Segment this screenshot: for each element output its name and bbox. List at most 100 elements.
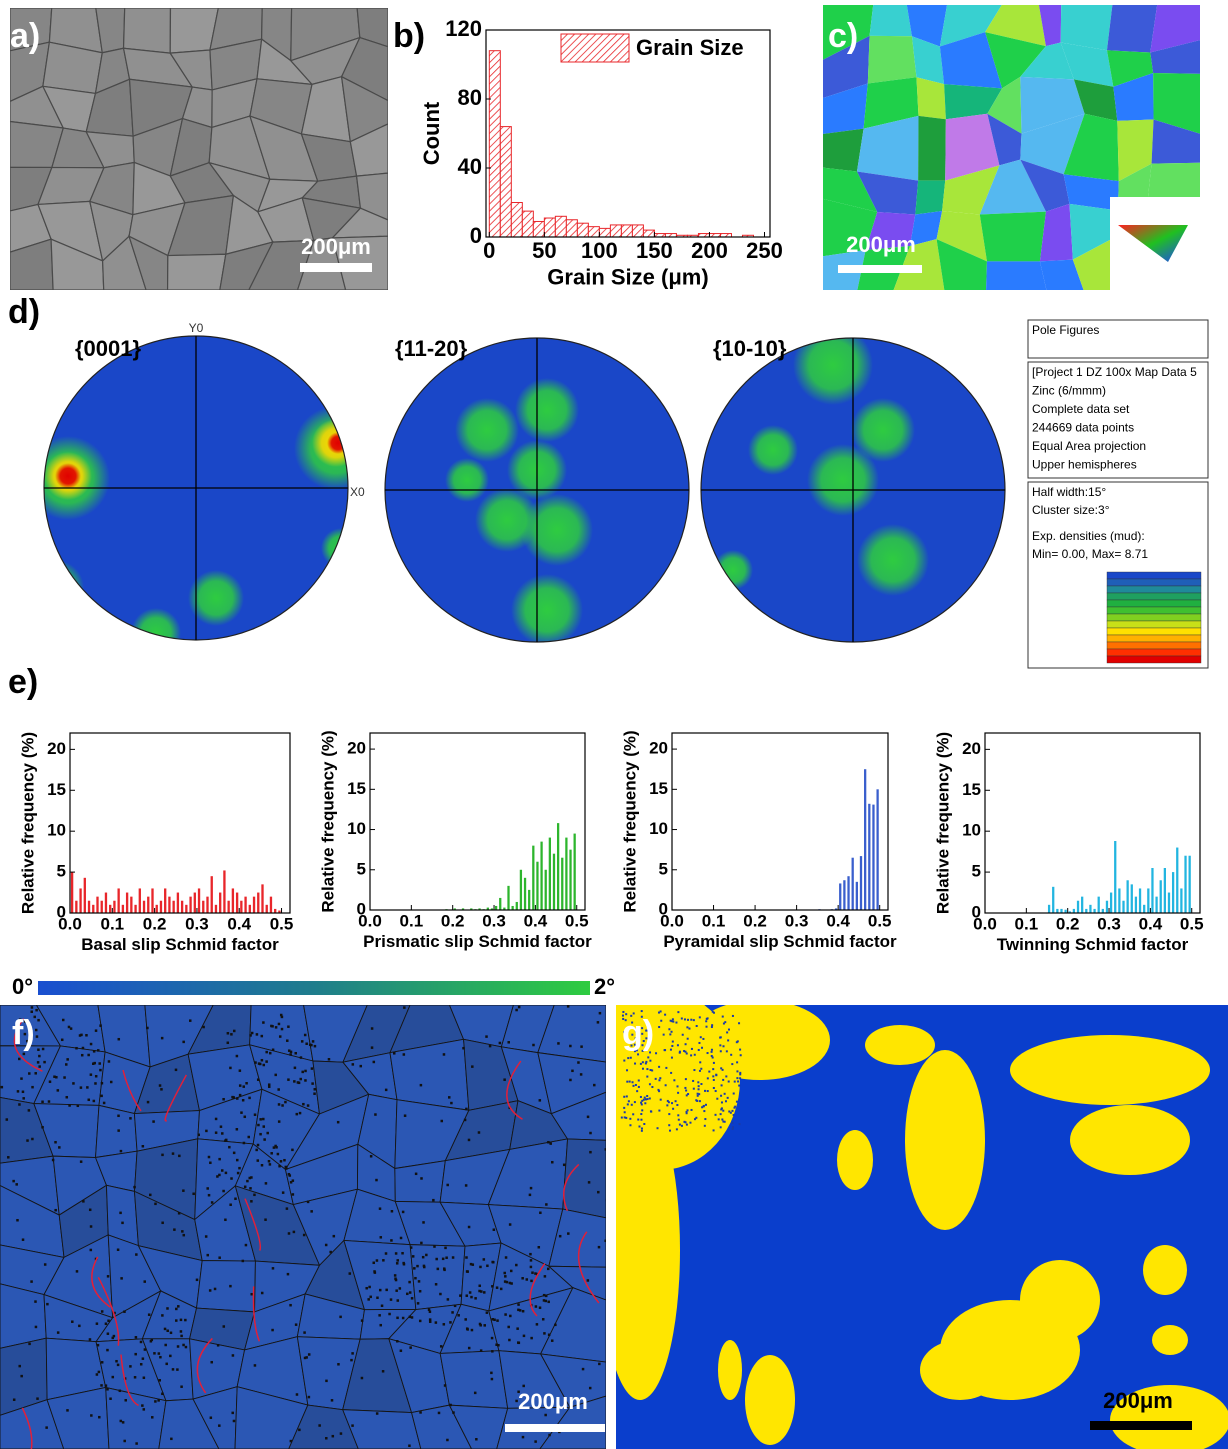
dot <box>88 1099 91 1102</box>
dot <box>720 1126 722 1128</box>
dot <box>263 1138 266 1141</box>
dot <box>272 1267 275 1270</box>
dot <box>699 1061 701 1063</box>
dot <box>229 1285 232 1288</box>
dot <box>373 1262 376 1265</box>
x-axis-label: Twinning Schmid factor <box>997 935 1189 954</box>
dot <box>388 1313 391 1316</box>
dot <box>665 1067 667 1069</box>
dot <box>733 1093 735 1095</box>
dot <box>239 1084 242 1087</box>
dot <box>80 1086 83 1089</box>
dot <box>43 1061 46 1064</box>
legend-text: Cluster size:3° <box>1032 503 1110 517</box>
dot <box>302 1103 305 1106</box>
dot <box>731 1063 733 1065</box>
dot <box>649 1083 651 1085</box>
dot <box>269 1163 272 1166</box>
dot <box>713 1129 715 1131</box>
bar <box>253 897 255 913</box>
dot <box>707 1017 709 1019</box>
dot <box>287 1078 290 1081</box>
dot <box>382 1370 385 1373</box>
dot <box>597 1191 600 1194</box>
pole-figure-title: {0001} <box>75 336 142 361</box>
dot <box>722 1016 724 1018</box>
dot <box>287 1025 290 1028</box>
dot <box>420 1242 423 1245</box>
dot <box>221 1132 224 1135</box>
dot <box>470 1263 473 1266</box>
dot <box>668 1124 670 1126</box>
dot <box>657 1127 659 1129</box>
dot <box>381 1305 384 1308</box>
dot <box>295 1323 298 1326</box>
legend-swatch <box>561 34 629 62</box>
dot <box>707 1090 709 1092</box>
dot <box>549 1142 552 1145</box>
dot <box>318 1424 321 1427</box>
dot <box>99 1024 102 1027</box>
dot <box>689 1122 691 1124</box>
dot <box>452 1411 455 1414</box>
dot <box>103 1102 106 1105</box>
dot <box>444 1384 447 1387</box>
dot <box>719 1037 721 1039</box>
dot <box>31 1138 34 1141</box>
dot <box>736 1077 738 1079</box>
dot <box>110 1081 113 1084</box>
dot <box>671 1057 673 1059</box>
x-tick-label: 0.0 <box>58 914 82 933</box>
dot <box>685 1078 687 1080</box>
grain <box>124 8 171 53</box>
dot <box>118 1038 121 1041</box>
dot <box>479 1324 482 1327</box>
dot <box>725 1100 727 1102</box>
dot <box>93 1062 96 1065</box>
dot <box>731 1122 733 1124</box>
phase-map <box>580 990 1228 1449</box>
dot <box>720 1050 722 1052</box>
y-tick-label: 20 <box>962 739 981 758</box>
dot <box>679 1124 681 1126</box>
dot <box>209 1289 212 1292</box>
dot <box>638 1079 640 1081</box>
dot <box>503 1272 506 1275</box>
bar <box>1160 880 1162 913</box>
bar <box>1172 872 1174 913</box>
dot <box>441 1120 444 1123</box>
dot <box>106 1349 109 1352</box>
dot <box>587 1279 590 1282</box>
dot <box>491 1378 494 1381</box>
bar <box>1127 880 1129 913</box>
dot <box>478 1290 481 1293</box>
dot <box>15 1183 17 1186</box>
dot <box>385 1252 388 1255</box>
y-tick-label: 20 <box>649 739 668 758</box>
x-tick-label: 150 <box>636 238 673 263</box>
dot <box>182 1189 185 1192</box>
dot <box>429 1318 432 1321</box>
dot <box>205 1130 208 1133</box>
dot <box>668 1028 670 1030</box>
dot <box>446 1184 449 1187</box>
dot <box>491 1261 494 1264</box>
dot <box>681 1125 683 1127</box>
dot <box>408 1444 411 1447</box>
dot <box>281 1104 284 1107</box>
dot <box>459 1294 462 1297</box>
dot <box>278 1103 281 1106</box>
dot <box>236 1055 239 1058</box>
dot <box>100 1095 103 1098</box>
dot <box>284 1101 287 1104</box>
dot <box>670 1049 672 1051</box>
dot <box>218 1158 221 1161</box>
bar <box>621 225 632 237</box>
bar <box>181 901 183 913</box>
dot <box>475 1438 478 1441</box>
dot <box>671 1020 673 1022</box>
dot <box>690 1054 692 1056</box>
bar <box>1122 901 1124 913</box>
dot <box>599 1012 602 1015</box>
bar <box>1164 868 1166 913</box>
